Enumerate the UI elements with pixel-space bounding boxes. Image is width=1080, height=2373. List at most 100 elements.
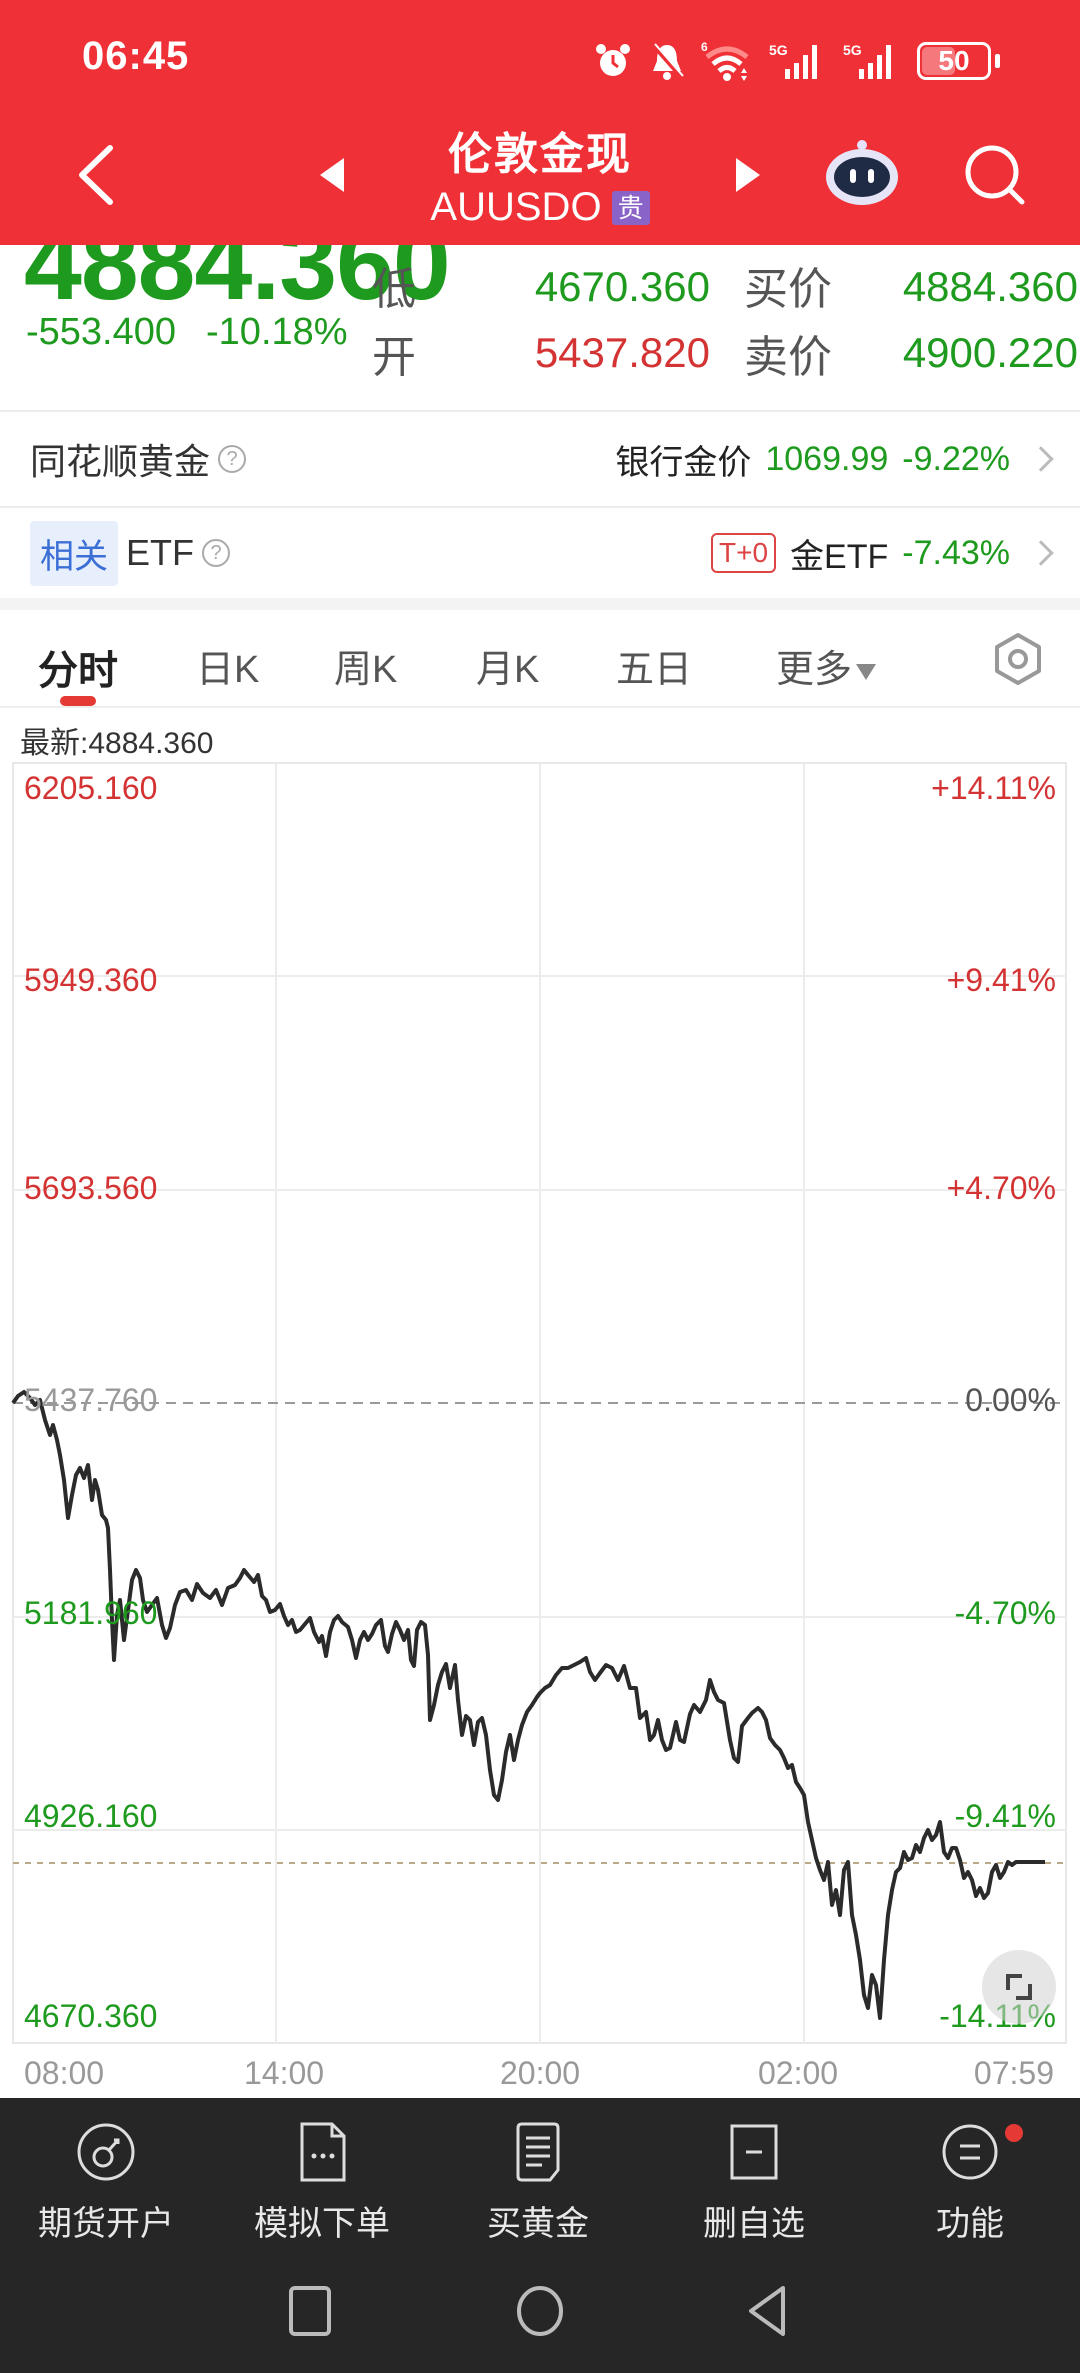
battery-nub	[995, 54, 1000, 68]
buy-gold-icon	[516, 2122, 560, 2182]
home-icon[interactable]	[515, 2285, 565, 2337]
simulated-order-label: 模拟下单	[254, 2205, 390, 2243]
bottom-action-bar: 期货开户 模拟下单 买黄金 删自选 功能	[0, 2098, 1080, 2373]
gold-etf-name: 金ETF	[790, 537, 889, 576]
bank-gold-label: 银行金价	[615, 443, 752, 482]
tab-five-day[interactable]: 五日	[616, 649, 693, 691]
battery-icon: 50	[917, 42, 991, 80]
related-etf-row[interactable]: 相关 ETF ? T+0 金ETF -7.43%	[0, 506, 1080, 598]
bid-value: 4884.360	[902, 263, 1078, 310]
battery-level: 50	[938, 45, 970, 76]
gold-etf-pct: -7.43%	[902, 533, 1010, 572]
buy-gold-button[interactable]: 买黄金	[448, 2120, 628, 2245]
etf-label: ETF	[126, 532, 194, 573]
y-tick-left: 6205.160	[24, 770, 158, 806]
t0-badge: T+0	[711, 533, 777, 573]
alarm-icon	[596, 44, 630, 76]
5g-signal-icon: 5G	[843, 42, 891, 79]
svg-text:5G: 5G	[769, 42, 788, 58]
notification-dot	[1005, 2124, 1023, 2142]
status-time: 06:45	[82, 34, 190, 78]
app-header: 06:45 6 5G 5G 50 伦敦金现 AUUSDO 贵	[0, 0, 1080, 245]
recent-apps-icon[interactable]	[288, 2285, 332, 2337]
mute-bell-icon	[651, 43, 684, 80]
expand-icon	[1006, 1974, 1032, 2000]
gold-etf-quote[interactable]: T+0 金ETF -7.43%	[711, 508, 1054, 598]
search-icon[interactable]	[962, 142, 1028, 208]
bank-gold-price[interactable]: 银行金价 1069.99 -9.22%	[615, 412, 1054, 506]
price-change: -553.400	[26, 311, 177, 353]
y-tick-left: 4926.160	[24, 1798, 158, 1834]
y-tick-right: +9.41%	[946, 962, 1056, 998]
bid-label: 买价	[744, 265, 832, 314]
futures-account-icon	[77, 2123, 135, 2181]
functions-label: 功能	[936, 2205, 1004, 2243]
precious-metal-badge: 贵	[611, 190, 650, 225]
back-nav-icon[interactable]	[745, 2285, 789, 2337]
robot-assistant-icon[interactable]	[822, 135, 902, 210]
x-tick: 08:00	[24, 2055, 105, 2091]
chart-period-tabs: 分时 日K 周K 月K 五日 更多	[0, 610, 1080, 708]
y-tick-right: +4.70%	[946, 1170, 1056, 1206]
5g-signal-icon: 5G	[769, 42, 817, 79]
tab-more-label: 更多	[776, 649, 853, 691]
chevron-right-icon	[1028, 540, 1054, 566]
menu-functions-icon	[942, 2124, 998, 2180]
y-tick-right: -9.41%	[954, 1798, 1056, 1834]
status-icons: 6 5G 5G 50	[593, 38, 1000, 84]
ths-gold-label: 同花顺黄金	[30, 441, 211, 482]
etf-label-group: 相关 ETF ?	[30, 508, 230, 598]
ask-label: 卖价	[744, 333, 832, 382]
chart-settings-icon[interactable]	[992, 632, 1044, 686]
intraday-chart[interactable]: 6205.160 5949.360 5693.560 5437.760 5181…	[0, 750, 1080, 2095]
bank-gold-pct: -9.22%	[902, 439, 1010, 478]
open-value: 5437.820	[534, 329, 710, 376]
price-change-pct: -10.18%	[206, 311, 348, 353]
functions-button[interactable]: 功能	[880, 2120, 1060, 2245]
change-row: -553.400 -10.18%	[26, 311, 348, 354]
back-icon[interactable]	[70, 140, 120, 210]
y-tick-right: 0.00%	[965, 1382, 1056, 1418]
y-tick-left: 5693.560	[24, 1170, 158, 1206]
tab-weekly-k[interactable]: 周K	[334, 649, 398, 691]
help-icon[interactable]: ?	[202, 539, 230, 567]
tab-more[interactable]: 更多	[776, 638, 877, 693]
ths-gold-row[interactable]: 同花顺黄金 ? 银行金价 1069.99 -9.22%	[0, 410, 1080, 506]
active-tab-indicator	[60, 696, 96, 706]
buy-gold-label: 买黄金	[487, 2205, 589, 2243]
chevron-right-icon	[1028, 446, 1054, 472]
simulated-order-icon	[300, 2122, 346, 2182]
remove-watchlist-button[interactable]: 删自选	[664, 2120, 844, 2245]
y-tick-left: 5437.760	[24, 1382, 158, 1418]
next-instrument-icon[interactable]	[736, 158, 760, 192]
prev-instrument-icon[interactable]	[320, 158, 344, 192]
caret-down-icon	[856, 663, 877, 680]
y-tick-left: 5181.960	[24, 1595, 158, 1631]
ths-gold-label-group: 同花顺黄金 ?	[30, 412, 247, 506]
last-price: 4884.360	[24, 245, 451, 322]
section-divider	[0, 598, 1080, 610]
wifi-6-icon: 6	[701, 40, 749, 81]
instrument-code: AUUSDO	[430, 185, 602, 229]
svg-text:6: 6	[701, 40, 708, 54]
x-tick: 02:00	[758, 2055, 839, 2091]
instrument-title: 伦敦金现	[448, 130, 632, 179]
svg-text:5G: 5G	[843, 42, 862, 58]
simulated-order-button[interactable]: 模拟下单	[232, 2120, 412, 2245]
x-tick: 20:00	[500, 2055, 581, 2091]
tab-daily-k[interactable]: 日K	[196, 649, 260, 691]
futures-account-button[interactable]: 期货开户	[16, 2120, 196, 2245]
tab-intraday[interactable]: 分时	[38, 649, 118, 693]
ask-value: 4900.220	[902, 329, 1078, 376]
remove-watchlist-label: 删自选	[703, 2205, 805, 2243]
tab-monthly-k[interactable]: 月K	[476, 649, 540, 691]
bank-gold-value: 1069.99	[765, 439, 889, 478]
fullscreen-button[interactable]	[982, 1950, 1056, 2024]
help-icon[interactable]: ?	[218, 445, 247, 473]
y-tick-left: 5949.360	[24, 962, 158, 998]
related-tag: 相关	[30, 520, 118, 586]
y-tick-right: +14.11%	[931, 770, 1056, 806]
quote-panel: 4884.360 -553.400 -10.18% 低 4670.360 买价 …	[0, 245, 1080, 410]
latest-price-label: 最新:4884.360	[20, 727, 214, 760]
x-tick: 07:59	[973, 2055, 1054, 2091]
